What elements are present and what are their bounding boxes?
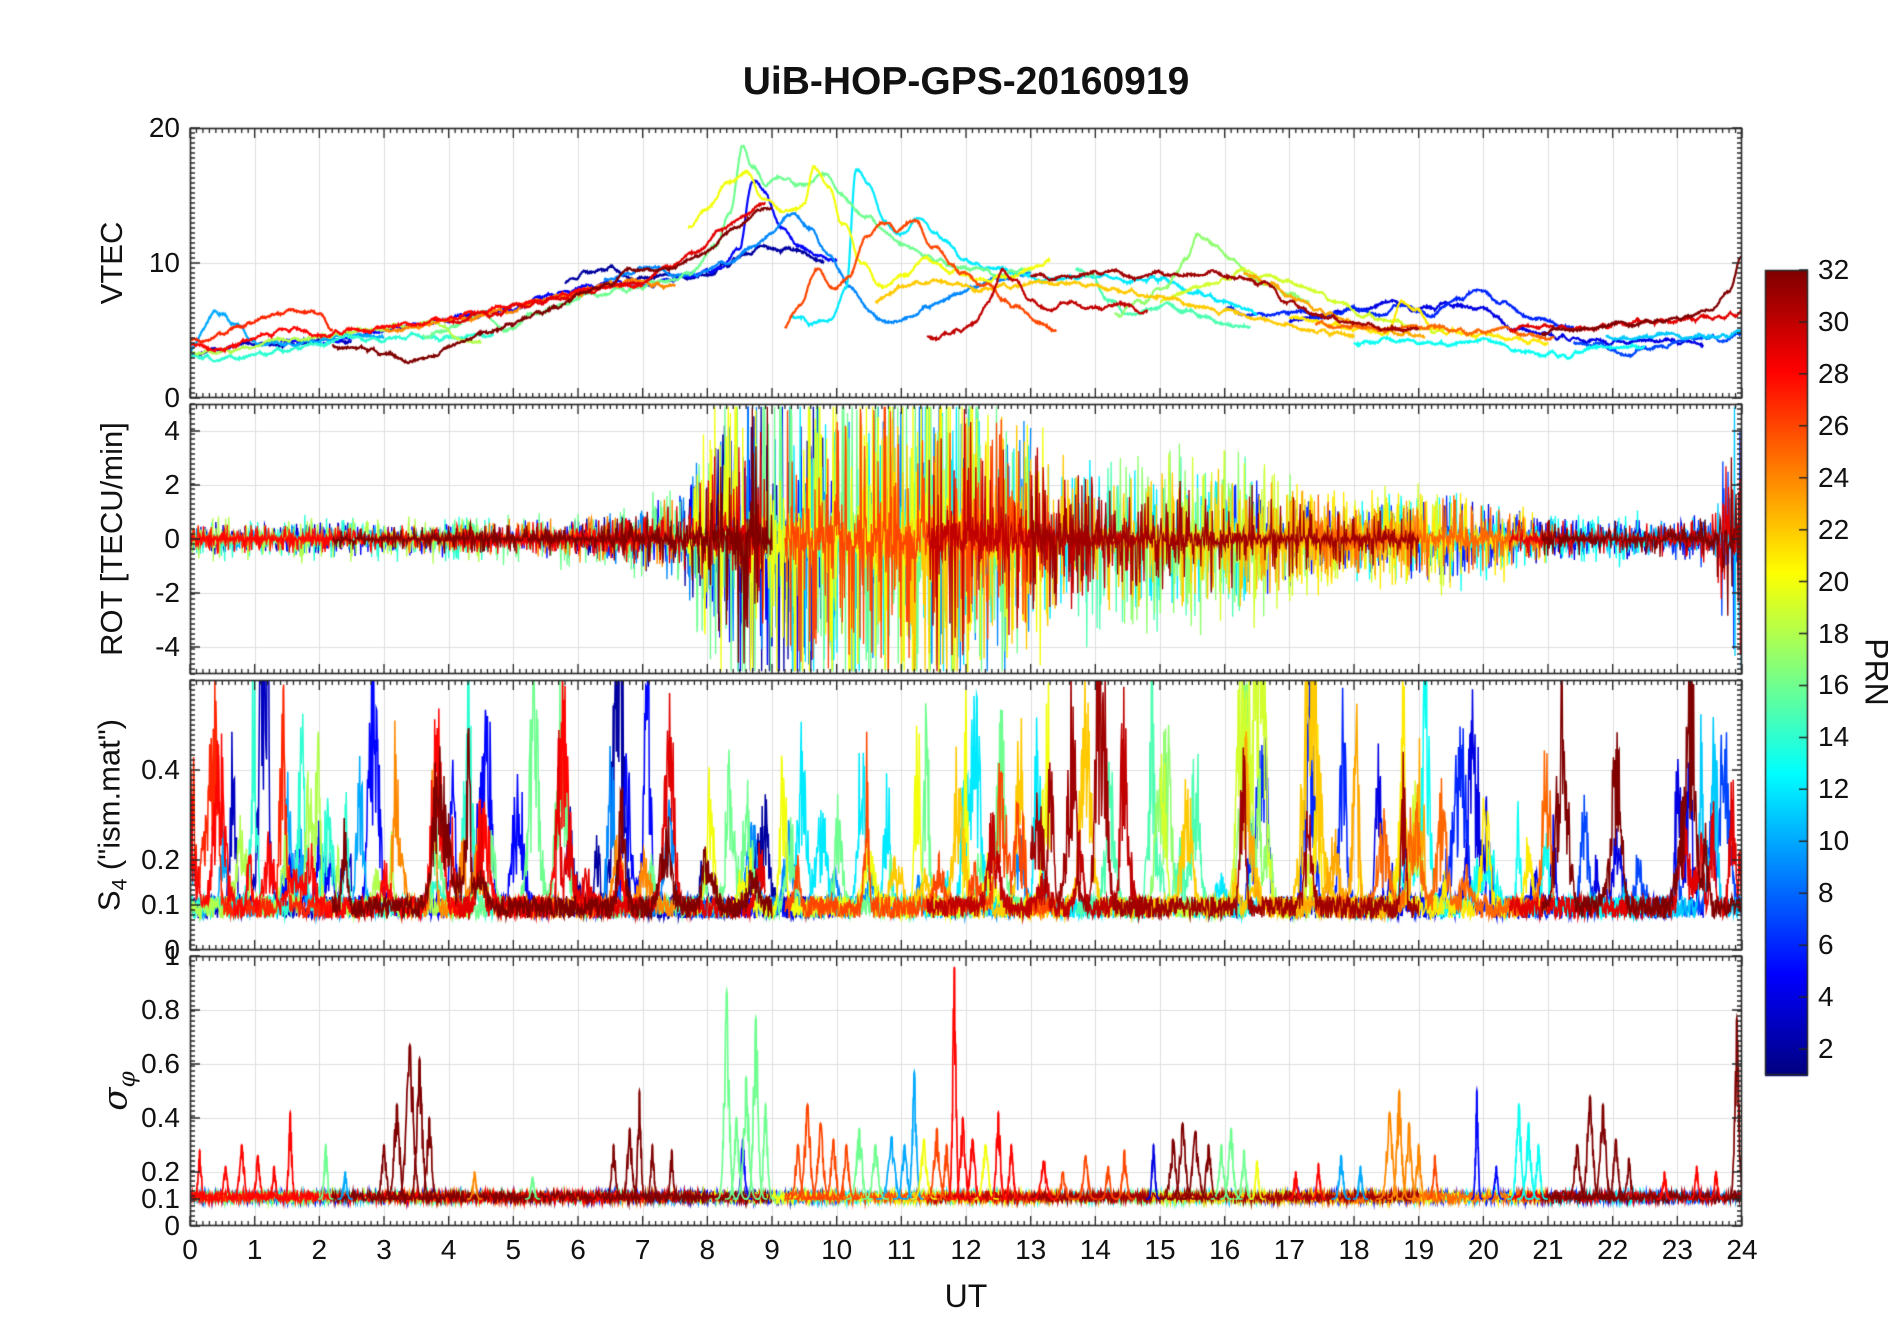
figure: UiB-HOP-GPS-20160919 VTEC ROT [TECU/min]…	[0, 0, 1902, 1330]
chart-canvas	[0, 0, 1902, 1330]
